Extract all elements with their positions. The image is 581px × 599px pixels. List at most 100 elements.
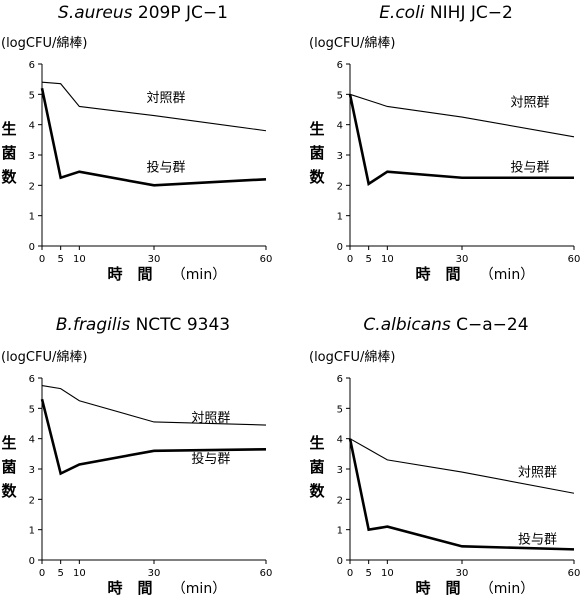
xlabel-main: 時 間 <box>107 265 152 283</box>
y-tick-label: 0 <box>29 242 35 253</box>
y-tick-label: 5 <box>337 90 343 101</box>
xlabel-unit: （min） <box>480 267 534 283</box>
x-tick-label: 0 <box>39 254 45 265</box>
y-tick-label: 5 <box>29 404 35 415</box>
chart-title-species: S.aureus <box>58 3 133 23</box>
series-line-control <box>349 438 575 494</box>
y-tick-label: 3 <box>337 465 343 476</box>
series-label: 対照群 <box>518 466 557 481</box>
xlabel-main: 時 間 <box>415 265 460 283</box>
series-line-control <box>41 81 267 132</box>
series-label: 投与群 <box>511 160 550 176</box>
x-tick-label: 0 <box>347 568 353 579</box>
ylabel-char: 菌 <box>1 458 16 476</box>
unit-label: (logCFU/綿棒) <box>309 350 395 365</box>
x-tick-label: 10 <box>73 254 86 265</box>
y-tick-label: 1 <box>29 526 35 537</box>
y-tick-label: 1 <box>29 212 35 223</box>
ylabel-char: 菌 <box>309 144 324 162</box>
chart-title: B.fragilis NCTC 9343 <box>56 315 230 335</box>
chart-title: E.coli NIHJ JC−2 <box>379 3 513 23</box>
x-tick-label: 30 <box>148 254 161 265</box>
x-tick-label: 5 <box>57 568 63 579</box>
series-line-control <box>349 93 575 138</box>
ylabel-char: 数 <box>309 482 325 500</box>
chart-title: S.aureus 209P JC−1 <box>58 3 228 23</box>
series-label: 対照群 <box>511 95 550 110</box>
xlabel-unit: （min） <box>172 581 226 597</box>
x-tick-label: 30 <box>148 568 161 579</box>
series-label: 対照群 <box>191 411 230 426</box>
y-tick-label: 2 <box>29 181 35 192</box>
y-tick-label: 0 <box>337 556 343 567</box>
y-tick-label: 0 <box>29 556 35 567</box>
y-tick-label: 3 <box>29 465 35 476</box>
x-tick-label: 5 <box>57 254 63 265</box>
chart-title: C.albicans C−a−24 <box>363 315 528 335</box>
series-label: 投与群 <box>518 531 557 547</box>
x-tick-label: 5 <box>365 254 371 265</box>
ylabel-char: 数 <box>1 168 17 186</box>
y-tick-label: 4 <box>29 121 35 132</box>
x-tick-label: 5 <box>365 568 371 579</box>
x-tick-label: 0 <box>347 254 353 265</box>
y-tick-label: 2 <box>337 181 343 192</box>
ylabel-char: 菌 <box>309 458 324 476</box>
xlabel-unit: （min） <box>172 267 226 283</box>
y-tick-label: 4 <box>337 435 343 446</box>
chart-panel-1: S.aureus 209P JC−1(logCFU/綿棒)生菌数01234560… <box>1 3 272 283</box>
y-tick-label: 0 <box>337 242 343 253</box>
series-line-treated <box>40 88 267 187</box>
unit-label: (logCFU/綿棒) <box>1 350 87 365</box>
chart-panel-3: B.fragilis NCTC 9343 (logCFU/綿棒) 生菌数 0 1 2 3 4 5… <box>1 315 272 597</box>
y-tick-label: 1 <box>337 212 343 223</box>
ylabel-char: 生 <box>309 120 324 138</box>
series-line-treated <box>40 398 267 476</box>
chart-title-species: B.fragilis <box>56 315 130 335</box>
x-tick-label: 60 <box>260 568 273 579</box>
y-tick-label: 6 <box>337 60 343 71</box>
y-tick-label: 6 <box>29 374 35 385</box>
ylabel-char: 生 <box>1 120 16 138</box>
ylabel-char: 菌 <box>1 144 16 162</box>
ylabel-char: 数 <box>1 482 17 500</box>
y-tick-label: 5 <box>29 90 35 101</box>
chart-title-strain: NIHJ JC−2 <box>425 3 513 23</box>
y-tick-label: 6 <box>337 374 343 385</box>
y-tick-label: 3 <box>337 151 343 162</box>
x-tick-label: 60 <box>260 254 273 265</box>
series-label: 対照群 <box>147 91 186 106</box>
xlabel-main: 時 間 <box>107 579 152 597</box>
y-tick-label: 5 <box>337 404 343 415</box>
x-tick-label: 60 <box>568 254 581 265</box>
series-line-treated <box>348 438 575 551</box>
series-label: 投与群 <box>191 451 230 467</box>
xlabel-main: 時 間 <box>415 579 460 597</box>
chart-title-strain: NCTC 9343 <box>130 315 230 335</box>
ylabel-char: 数 <box>309 168 325 186</box>
y-tick-label: 1 <box>337 526 343 537</box>
ylabel-char: 生 <box>1 434 16 452</box>
xlabel-unit: （min） <box>480 581 534 597</box>
ylabel-char: 生 <box>309 434 324 452</box>
chart-title-species: C.albicans <box>363 315 450 335</box>
unit-label: (logCFU/綿棒) <box>1 36 87 51</box>
series-line-control <box>41 385 267 426</box>
x-tick-label: 10 <box>73 568 86 579</box>
series-line-treated <box>348 94 574 186</box>
y-tick-label: 2 <box>337 495 343 506</box>
x-tick-label: 10 <box>381 568 394 579</box>
y-tick-label: 3 <box>29 151 35 162</box>
x-tick-label: 30 <box>456 254 469 265</box>
chart-title-strain: C−a−24 <box>451 315 529 335</box>
y-tick-label: 6 <box>29 60 35 71</box>
y-tick-label: 2 <box>29 495 35 506</box>
series-label: 投与群 <box>147 160 186 176</box>
chart-title-strain: 209P JC−1 <box>133 3 228 23</box>
x-tick-label: 10 <box>381 254 394 265</box>
x-tick-label: 60 <box>568 568 581 579</box>
y-tick-label: 4 <box>29 435 35 446</box>
